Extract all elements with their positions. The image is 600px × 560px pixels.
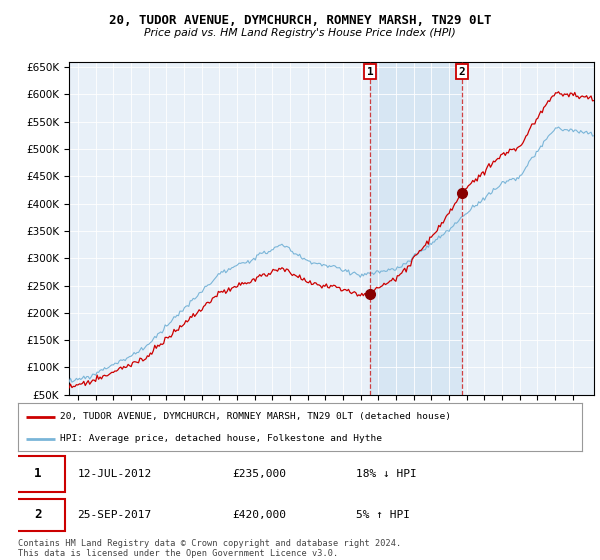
FancyBboxPatch shape	[11, 499, 65, 531]
Text: £235,000: £235,000	[232, 469, 286, 479]
Bar	[370, 62, 462, 395]
Text: Price paid vs. HM Land Registry's House Price Index (HPI): Price paid vs. HM Land Registry's House …	[144, 28, 456, 38]
Text: 20, TUDOR AVENUE, DYMCHURCH, ROMNEY MARSH, TN29 0LT: 20, TUDOR AVENUE, DYMCHURCH, ROMNEY MARS…	[109, 14, 491, 27]
FancyBboxPatch shape	[11, 456, 65, 492]
Text: £420,000: £420,000	[232, 510, 286, 520]
Text: 2: 2	[34, 508, 41, 521]
Text: 1: 1	[34, 467, 41, 480]
Text: 5% ↑ HPI: 5% ↑ HPI	[356, 510, 410, 520]
Text: 18% ↓ HPI: 18% ↓ HPI	[356, 469, 417, 479]
Text: 12-JUL-2012: 12-JUL-2012	[77, 469, 151, 479]
Text: 1: 1	[367, 67, 373, 77]
Text: 2: 2	[458, 67, 466, 77]
Text: 20, TUDOR AVENUE, DYMCHURCH, ROMNEY MARSH, TN29 0LT (detached house): 20, TUDOR AVENUE, DYMCHURCH, ROMNEY MARS…	[60, 412, 451, 421]
Text: HPI: Average price, detached house, Folkestone and Hythe: HPI: Average price, detached house, Folk…	[60, 435, 382, 444]
Text: Contains HM Land Registry data © Crown copyright and database right 2024.
This d: Contains HM Land Registry data © Crown c…	[18, 539, 401, 558]
Text: 25-SEP-2017: 25-SEP-2017	[77, 510, 151, 520]
